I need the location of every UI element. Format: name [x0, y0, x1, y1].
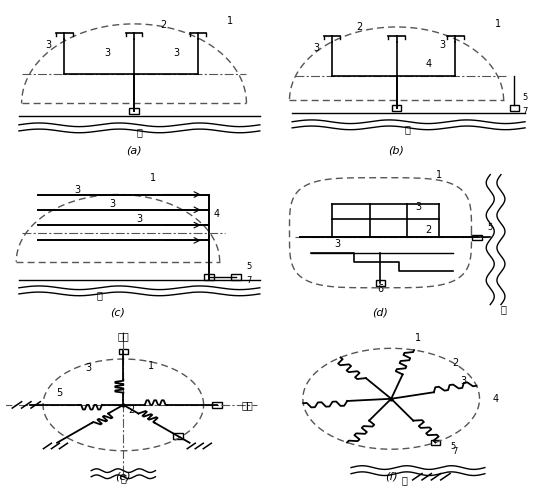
Text: 1: 1 — [436, 170, 443, 180]
Text: 3: 3 — [174, 48, 180, 58]
Bar — [119, 348, 128, 354]
Text: 3: 3 — [86, 363, 92, 373]
Text: 1: 1 — [150, 173, 156, 183]
Text: 7: 7 — [246, 276, 252, 285]
Text: 河: 河 — [120, 473, 126, 483]
Bar — [173, 434, 183, 439]
Bar — [129, 108, 139, 114]
Text: 5: 5 — [522, 93, 528, 102]
Text: 2: 2 — [160, 21, 167, 30]
Text: (e): (e) — [115, 472, 131, 482]
Bar — [392, 105, 401, 111]
Bar — [376, 280, 385, 286]
Text: 河: 河 — [136, 127, 142, 138]
Text: 7: 7 — [453, 447, 458, 456]
Text: (d): (d) — [373, 307, 389, 318]
Text: 1: 1 — [495, 19, 501, 29]
Bar — [231, 274, 241, 280]
Text: 5: 5 — [247, 263, 252, 271]
Text: (a): (a) — [126, 146, 142, 156]
Text: 3: 3 — [335, 239, 341, 248]
Text: 河: 河 — [402, 475, 407, 485]
Text: 5: 5 — [450, 442, 455, 451]
Bar — [509, 105, 519, 111]
Text: (f): (f) — [385, 472, 397, 482]
Bar — [204, 274, 214, 280]
Text: 3: 3 — [45, 40, 51, 50]
Text: 1: 1 — [148, 362, 155, 371]
Text: 4: 4 — [492, 394, 498, 404]
Text: 3: 3 — [136, 214, 142, 224]
Bar — [431, 440, 440, 445]
Text: 3: 3 — [460, 376, 466, 386]
Text: 3: 3 — [109, 199, 116, 209]
Text: 5: 5 — [487, 222, 493, 232]
Text: 7: 7 — [522, 107, 528, 116]
Bar — [472, 235, 482, 240]
Text: 灣派: 灣派 — [118, 331, 129, 341]
Text: 3: 3 — [439, 40, 445, 50]
Text: 3: 3 — [75, 185, 81, 195]
Text: 1: 1 — [227, 16, 233, 26]
Text: 4: 4 — [214, 209, 220, 220]
Text: 3: 3 — [104, 48, 110, 58]
Text: 5: 5 — [56, 388, 62, 398]
Text: 3: 3 — [313, 44, 319, 53]
Text: 2: 2 — [129, 405, 135, 415]
Text: 2: 2 — [452, 358, 459, 368]
Text: 河: 河 — [501, 304, 507, 314]
Text: 河: 河 — [404, 124, 410, 134]
Bar — [212, 402, 222, 408]
Text: (b): (b) — [389, 146, 405, 156]
Text: 灣派: 灣派 — [241, 400, 253, 410]
Text: 3: 3 — [415, 202, 421, 212]
Text: 2: 2 — [356, 22, 362, 32]
Text: (c): (c) — [110, 307, 125, 318]
Text: 4: 4 — [426, 59, 432, 69]
Text: 2: 2 — [426, 225, 432, 235]
Text: 6: 6 — [378, 284, 384, 294]
Text: 河: 河 — [96, 291, 102, 300]
Text: 1: 1 — [415, 333, 421, 343]
